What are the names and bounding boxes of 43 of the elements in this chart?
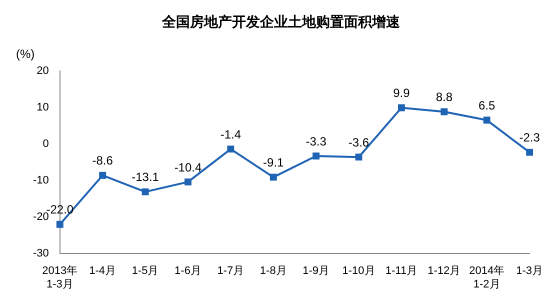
- y-axis-title: (%): [16, 47, 35, 62]
- point: [355, 154, 362, 161]
- point: [483, 116, 490, 124]
- chart-title: 全国房地产开发企业土地购置面积增速: [161, 13, 401, 30]
- point: [56, 220, 64, 228]
- data-label: 9.9: [393, 86, 410, 100]
- data-label: -8.6: [92, 154, 114, 168]
- x-tick-label: 1-7月: [217, 265, 244, 278]
- y-tick-label: 10: [36, 101, 49, 114]
- data-label: 6.5: [478, 98, 496, 112]
- y-tick-label: 20: [36, 64, 49, 77]
- point: [440, 108, 448, 116]
- x-tick-label: 1-12月: [428, 265, 461, 278]
- point: [398, 104, 405, 112]
- point: [227, 146, 234, 153]
- x-tick-label: 1-6月: [174, 265, 202, 278]
- x-tick-label: 1-11月: [385, 265, 418, 278]
- x-tick-label: 1-4月: [89, 265, 116, 278]
- data-label: -3.3: [306, 134, 327, 148]
- data-label: 8.8: [436, 90, 453, 104]
- y-tick-label: -10: [32, 174, 49, 187]
- x-tick-label: 1-5月: [132, 265, 159, 278]
- x-tick-label: 1-8月: [260, 265, 287, 278]
- point: [270, 174, 277, 181]
- data-label: -1.4: [220, 127, 242, 142]
- point: [142, 188, 149, 196]
- data-label: -10.4: [174, 160, 202, 174]
- data-label: -13.1: [132, 170, 160, 184]
- data-label: -2.3: [519, 130, 540, 145]
- x-tick-label: 1-9月: [302, 265, 330, 278]
- x-tick-label: 2014年 1-2月: [469, 265, 505, 290]
- point: [99, 172, 106, 179]
- point: [312, 152, 320, 160]
- data-label: -3.6: [348, 135, 370, 150]
- point: [184, 178, 192, 186]
- y-tick-label: -20: [32, 211, 49, 224]
- y-tick-label: 0: [42, 138, 49, 150]
- point: [526, 148, 534, 156]
- y-tick-label: -30: [32, 248, 49, 260]
- x-tick-label: 2013年 1-3月: [42, 265, 78, 290]
- x-tick-label: 1-10月: [342, 265, 376, 278]
- x-tick-label: 1-3月: [516, 265, 544, 278]
- data-label: -9.1: [263, 156, 284, 170]
